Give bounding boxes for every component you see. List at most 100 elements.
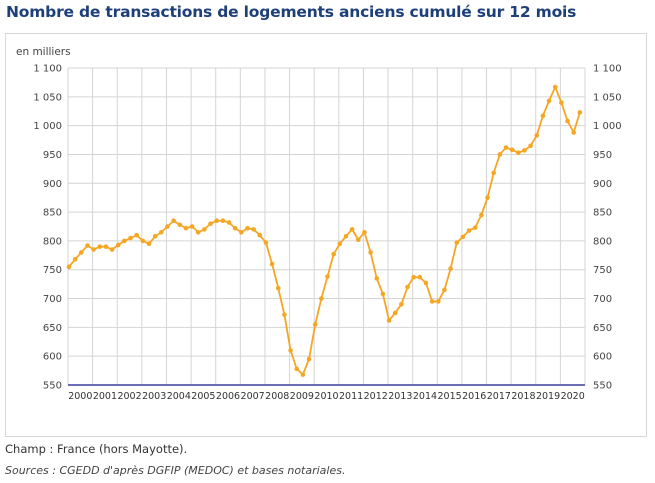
data-point bbox=[122, 238, 127, 244]
data-point bbox=[466, 228, 472, 233]
data-point bbox=[195, 229, 201, 235]
x-tick-label: 2015 bbox=[438, 391, 462, 402]
data-point bbox=[79, 250, 84, 255]
y-tick-label-left: 750 bbox=[43, 265, 62, 276]
y-tick-label-right: 850 bbox=[593, 208, 612, 219]
data-point bbox=[177, 222, 183, 228]
data-point bbox=[109, 247, 115, 252]
data-point bbox=[66, 264, 72, 270]
data-point bbox=[239, 229, 244, 235]
data-point bbox=[245, 225, 250, 231]
data-point bbox=[472, 225, 478, 230]
data-point bbox=[159, 229, 164, 235]
data-point bbox=[571, 130, 576, 135]
data-point bbox=[368, 250, 373, 255]
y-tick-label-right: 650 bbox=[593, 323, 612, 334]
x-tick-label: 2010 bbox=[314, 391, 338, 402]
x-tick-label: 2001 bbox=[93, 391, 117, 402]
y-tick-label-left: 900 bbox=[43, 179, 62, 190]
y-tick-label-left: 1 050 bbox=[33, 92, 62, 103]
y-tick-label-right: 600 bbox=[593, 352, 612, 363]
data-point bbox=[417, 274, 423, 280]
data-point bbox=[72, 257, 78, 262]
y-tick-label-right: 550 bbox=[593, 381, 612, 392]
data-point bbox=[146, 241, 152, 247]
data-point bbox=[491, 170, 496, 176]
data-point bbox=[97, 244, 103, 249]
data-point bbox=[115, 242, 121, 248]
y-tick-label-left: 650 bbox=[43, 323, 62, 334]
data-point bbox=[171, 218, 176, 224]
data-point bbox=[189, 224, 195, 229]
y-tick-label-left: 850 bbox=[43, 208, 62, 219]
x-tick-label: 2011 bbox=[339, 391, 363, 402]
x-tick-label: 2004 bbox=[167, 391, 191, 402]
grid-lines bbox=[67, 67, 586, 385]
y-tick-label-right: 800 bbox=[593, 236, 612, 247]
x-tick-label: 2002 bbox=[117, 391, 141, 402]
y-tick-label-right: 950 bbox=[593, 150, 612, 161]
data-point bbox=[232, 225, 238, 231]
x-tick-label: 2000 bbox=[68, 391, 92, 402]
y-tick-label-right: 700 bbox=[593, 294, 612, 305]
data-point bbox=[140, 238, 146, 244]
x-tick-label: 2008 bbox=[265, 391, 289, 402]
axes: en milliers 1 100 1 100 1 050 1 050 1 000 1 0… bbox=[16, 46, 622, 402]
data-point bbox=[214, 218, 220, 224]
x-tick-label: 2005 bbox=[191, 391, 215, 402]
data-point bbox=[251, 227, 256, 232]
data-point bbox=[343, 233, 349, 239]
data-point bbox=[577, 110, 583, 115]
y-tick-label-left: 600 bbox=[43, 352, 62, 363]
line-chart: en milliers 1 100 1 100 1 050 1 050 1 000 1 0… bbox=[16, 46, 622, 402]
data-point bbox=[103, 244, 109, 249]
data-point bbox=[312, 322, 318, 327]
data-point bbox=[134, 232, 140, 238]
data-point bbox=[534, 133, 540, 138]
data-point bbox=[460, 234, 466, 240]
data-point bbox=[399, 302, 404, 307]
y-tick-label-left: 950 bbox=[43, 150, 62, 161]
y-tick-label-right: 1 100 bbox=[593, 64, 622, 75]
data-point bbox=[300, 372, 306, 377]
x-tick-label: 2012 bbox=[364, 391, 388, 402]
data-point bbox=[497, 152, 503, 157]
y-tick-label-left: 800 bbox=[43, 236, 62, 247]
data-point bbox=[435, 299, 441, 304]
data-point bbox=[362, 229, 367, 235]
x-tick-label: 2003 bbox=[142, 391, 166, 402]
data-point bbox=[319, 296, 324, 301]
x-tick-label: 2014 bbox=[413, 391, 437, 402]
x-tick-label: 2016 bbox=[462, 391, 486, 402]
data-point bbox=[337, 241, 343, 247]
data-point bbox=[442, 287, 447, 293]
chart-panel: en milliers 1 100 1 100 1 050 1 050 1 000 1 0… bbox=[5, 33, 647, 437]
data-point bbox=[528, 143, 533, 149]
y-axis-label: en milliers bbox=[16, 46, 71, 58]
data-point bbox=[331, 251, 336, 257]
data-point bbox=[392, 310, 398, 316]
data-point bbox=[325, 274, 330, 279]
data-point bbox=[91, 247, 96, 252]
y-tick-label-left: 1 100 bbox=[33, 64, 62, 75]
data-point bbox=[522, 148, 527, 153]
data-point bbox=[503, 145, 509, 150]
data-point bbox=[306, 356, 312, 362]
data-point bbox=[423, 280, 429, 286]
data-point bbox=[269, 261, 275, 267]
data-point bbox=[479, 212, 484, 218]
data-point bbox=[386, 318, 392, 323]
data-point bbox=[288, 348, 293, 353]
y-tick-label-left: 1 000 bbox=[33, 121, 62, 132]
y-tick-label-right: 1 000 bbox=[593, 121, 622, 132]
data-point bbox=[208, 221, 213, 226]
data-point bbox=[552, 84, 558, 90]
x-tick-label: 2013 bbox=[388, 391, 412, 402]
data-point bbox=[429, 299, 435, 304]
data-point bbox=[485, 195, 490, 200]
data-point bbox=[226, 220, 232, 225]
data-point bbox=[282, 312, 287, 317]
data-point bbox=[165, 224, 170, 229]
data-point bbox=[275, 285, 281, 291]
data-point bbox=[183, 225, 189, 231]
